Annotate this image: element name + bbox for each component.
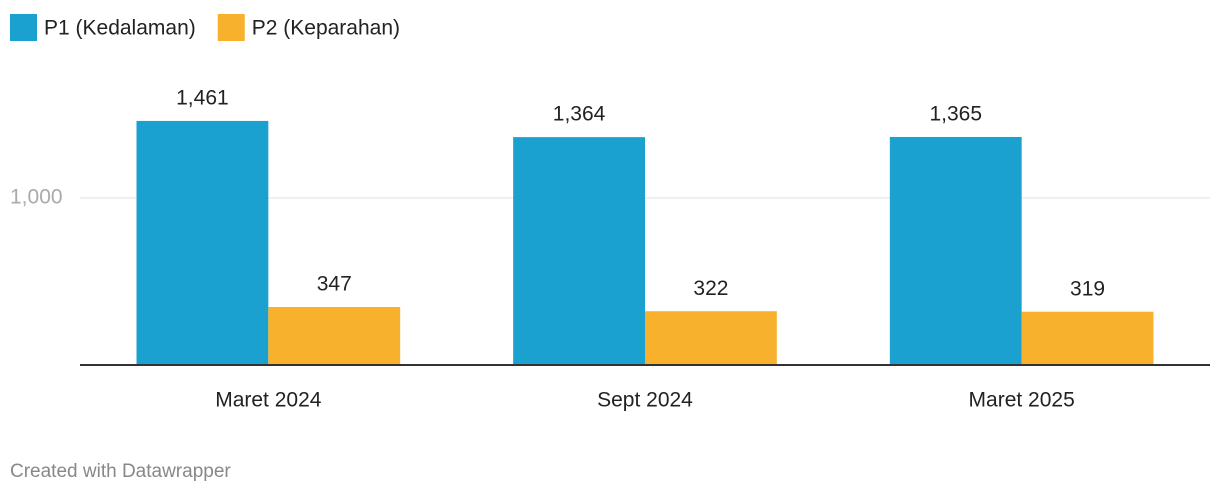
value-label: 322 — [693, 277, 728, 300]
bar — [513, 137, 645, 365]
x-tick-label: Maret 2025 — [969, 389, 1075, 412]
bar — [645, 311, 777, 365]
value-label: 319 — [1070, 277, 1105, 300]
value-label: 347 — [317, 273, 352, 296]
legend-label: P1 (Kedalaman) — [44, 17, 196, 40]
legend-label: P2 (Keparahan) — [252, 17, 400, 40]
bar — [136, 120, 269, 365]
x-tick-label: Sept 2024 — [597, 389, 693, 412]
bar — [889, 136, 1022, 365]
credit: Created with Datawrapper — [10, 461, 231, 482]
legend-swatch — [217, 14, 245, 41]
legend-swatch — [10, 14, 37, 41]
bar — [1021, 311, 1154, 365]
value-label: 1,461 — [176, 86, 229, 109]
bar — [268, 307, 401, 365]
value-label: 1,365 — [929, 103, 982, 126]
x-tick-label: Maret 2024 — [215, 389, 322, 412]
value-label: 1,364 — [553, 103, 606, 126]
y-tick-label: 1,000 — [10, 185, 63, 208]
